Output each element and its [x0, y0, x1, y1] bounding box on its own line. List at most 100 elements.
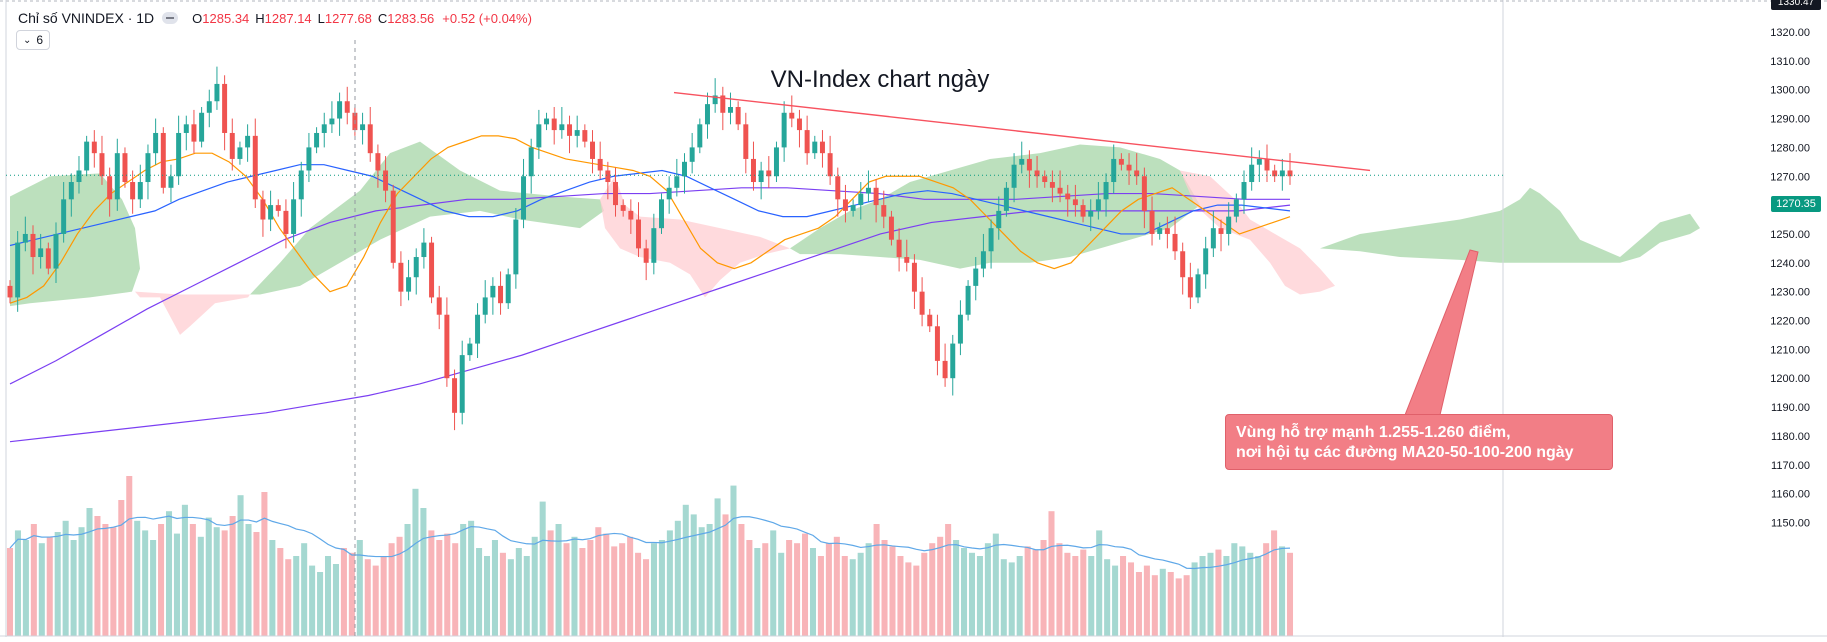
- volume-bar: [142, 530, 149, 636]
- annotation-line-2: nơi hội tụ các đường MA20-50-100-200 ngà…: [1236, 444, 1574, 461]
- candle-body: [275, 205, 281, 211]
- candle-body: [1103, 182, 1109, 200]
- volume-bar: [778, 552, 785, 636]
- volume-bar: [1286, 552, 1294, 636]
- candle: [666, 176, 672, 214]
- moving-averages: [9, 135, 1291, 443]
- candle: [643, 239, 649, 281]
- candle-body: [597, 158, 603, 171]
- candle: [651, 213, 657, 275]
- volume-bar: [786, 540, 793, 636]
- candle: [812, 135, 818, 159]
- volume-bar: [945, 524, 952, 636]
- volume-bar: [992, 533, 999, 636]
- volume-bar: [356, 540, 363, 636]
- candle: [574, 115, 580, 148]
- volume-bar: [1135, 572, 1142, 636]
- candle: [7, 280, 13, 304]
- candle-body: [452, 378, 458, 413]
- volume-bar: [1247, 552, 1254, 636]
- candle-body: [482, 297, 488, 315]
- candle-body: [436, 297, 442, 315]
- candle: [827, 135, 833, 185]
- candle-body: [214, 83, 220, 102]
- candle: [321, 112, 327, 148]
- volume-bar: [984, 543, 991, 636]
- candle: [551, 107, 557, 145]
- support-annotation[interactable]: Vùng hỗ trợ mạnh 1.255-1.260 điểm, nơi h…: [1225, 414, 1613, 470]
- volume-bar: [762, 543, 769, 636]
- candle: [168, 164, 174, 203]
- volume-bar: [102, 524, 109, 636]
- candle-body: [720, 95, 726, 113]
- candle: [1256, 150, 1262, 183]
- candle-body: [390, 190, 396, 263]
- candle: [689, 132, 695, 174]
- volume-bar: [746, 540, 753, 636]
- candle-body: [559, 124, 565, 131]
- candle-body: [1042, 176, 1048, 183]
- volume-bar: [770, 530, 777, 636]
- candle-body: [988, 228, 994, 252]
- candle-body: [337, 101, 343, 119]
- cloud-segment: [250, 141, 604, 295]
- volume-bar: [897, 556, 904, 636]
- candle: [314, 127, 320, 154]
- candle: [1003, 182, 1009, 217]
- volume-bar: [150, 540, 157, 636]
- candle: [360, 112, 366, 145]
- candle: [183, 115, 189, 151]
- collapse-icon[interactable]: [162, 12, 179, 24]
- candle-body: [536, 124, 542, 148]
- candle-body: [827, 153, 833, 177]
- candle-body: [498, 285, 504, 304]
- y-tick-label: 1300.00: [1770, 85, 1810, 97]
- indicators-toggle-button[interactable]: ⌄ 6: [16, 30, 51, 50]
- candle: [306, 132, 312, 183]
- candle-body: [421, 242, 427, 258]
- volume-bar: [1199, 556, 1206, 636]
- candle-body: [1126, 164, 1132, 171]
- symbol-label[interactable]: Chỉ số VNINDEX · 1D: [18, 10, 155, 26]
- candle: [1057, 170, 1063, 203]
- candle: [942, 343, 948, 387]
- candle-body: [804, 130, 810, 154]
- candle-body: [835, 176, 841, 200]
- overlay: [6, 40, 1503, 636]
- candle: [927, 308, 933, 333]
- y-tick-label: 1270.00: [1770, 171, 1810, 183]
- candle: [99, 135, 105, 185]
- volume-bar: [420, 508, 427, 636]
- candle: [153, 118, 159, 165]
- volume-bar: [587, 540, 594, 636]
- candle-body: [459, 355, 465, 413]
- volume-bar: [968, 552, 976, 636]
- candle: [283, 199, 289, 249]
- candle-body: [406, 277, 412, 292]
- volume-bar: [14, 530, 21, 636]
- candle-body: [781, 112, 787, 148]
- volume-bar: [889, 546, 896, 636]
- candle-body: [413, 257, 419, 278]
- candle-body: [475, 314, 481, 344]
- volume-bar: [754, 548, 761, 636]
- candle-body: [306, 147, 312, 171]
- candle-body: [965, 285, 971, 315]
- candle-body: [505, 274, 511, 304]
- volume-bar: [476, 548, 483, 636]
- volume-bar: [277, 548, 284, 636]
- candle-body: [704, 104, 710, 125]
- candle: [122, 147, 128, 188]
- candles: [7, 66, 1293, 431]
- volume-bar: [643, 559, 650, 636]
- volume-bar: [54, 532, 61, 636]
- candle-body: [1026, 158, 1032, 171]
- y-tick-label: 1190.00: [1771, 402, 1810, 414]
- volume-bar: [1032, 549, 1039, 636]
- chevron-down-icon: ⌄: [23, 34, 32, 46]
- ma20-line: [9, 135, 1291, 304]
- volume-bar: [22, 540, 29, 636]
